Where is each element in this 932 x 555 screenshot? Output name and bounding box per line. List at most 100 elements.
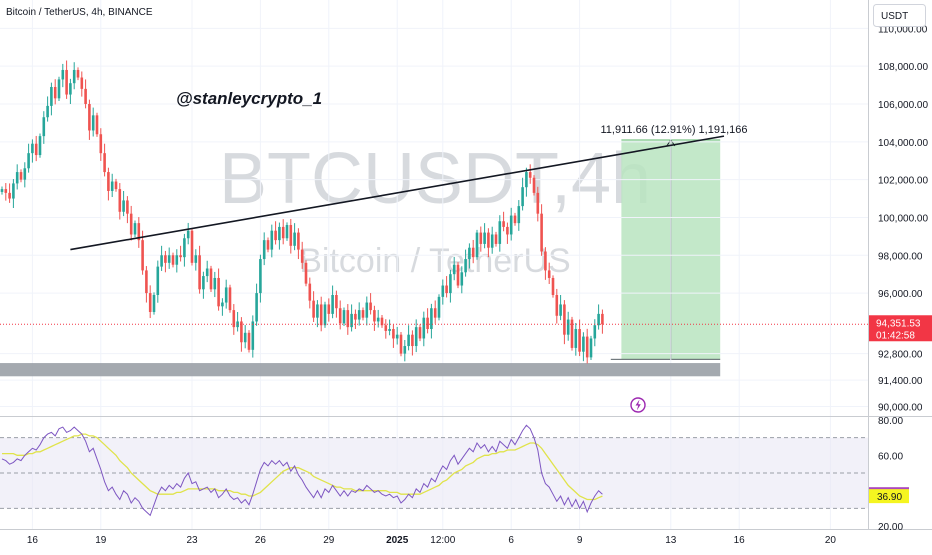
candle-body xyxy=(80,77,84,89)
candle-body xyxy=(34,143,38,156)
candle-body xyxy=(513,215,517,224)
candle-body xyxy=(278,226,281,241)
price-tick-label: 108,000.00 xyxy=(878,62,928,73)
candle-body xyxy=(528,172,532,178)
candle-body xyxy=(445,285,448,294)
candle-body xyxy=(232,310,236,328)
candle-body xyxy=(407,334,410,347)
candle-body xyxy=(224,287,228,303)
time-axis[interactable]: 16 19 23 26 29 2025 12:00 6 9 13 16 20 xyxy=(27,535,837,546)
target-zone-layer xyxy=(610,139,721,360)
candle-body xyxy=(316,304,319,318)
last-price-value: 94,351.53 xyxy=(876,318,921,329)
candle-body xyxy=(570,319,574,348)
candle-body xyxy=(194,255,198,263)
candle-body xyxy=(141,240,144,271)
candle-body xyxy=(118,189,122,212)
candle-body xyxy=(494,234,498,244)
watermark-subtitle: Bitcoin / TetherUS xyxy=(299,242,571,280)
time-tick-label: 13 xyxy=(665,535,677,546)
candle-body xyxy=(540,213,543,252)
time-tick-label: 19 xyxy=(95,535,107,546)
price-axis[interactable]: 110,000.00 108,000.00 106,000.00 104,000.00… xyxy=(869,24,932,414)
time-tick-label: 6 xyxy=(508,535,514,546)
candle-body xyxy=(129,213,133,235)
time-tick-label: 23 xyxy=(186,535,198,546)
candle-body xyxy=(72,69,76,84)
candle-body xyxy=(240,321,243,343)
time-tick-label: 29 xyxy=(323,535,335,546)
candle-body xyxy=(441,285,445,297)
projection-label: 11,911.66 (12.91%) 1,191,166 xyxy=(601,124,748,136)
price-tick-label: 102,000.00 xyxy=(878,176,928,187)
candle-body xyxy=(403,346,407,354)
candle-body xyxy=(209,268,213,290)
candle-body xyxy=(346,310,350,328)
candle-body xyxy=(487,232,490,248)
candle-body xyxy=(160,255,163,267)
candle-body xyxy=(186,230,190,239)
candle-body xyxy=(430,308,433,330)
candle-body xyxy=(274,230,277,241)
candle-body xyxy=(308,283,312,301)
watermark-title: BTCUSDT,4h xyxy=(219,139,651,219)
candle-body xyxy=(369,302,372,311)
candle-body xyxy=(91,115,95,131)
candle-body xyxy=(0,189,4,192)
candle-body xyxy=(69,83,72,95)
candle-body xyxy=(281,226,285,239)
author-tag: @stanleycrypto_1 xyxy=(176,89,322,108)
candle-body xyxy=(190,230,194,263)
support-zone[interactable] xyxy=(0,363,721,377)
candle-body xyxy=(156,266,160,295)
price-tick-label: 106,000.00 xyxy=(878,100,928,111)
candle-body xyxy=(411,334,414,347)
candle-body xyxy=(53,86,57,99)
candle-body xyxy=(327,304,331,314)
candle-body xyxy=(388,329,391,331)
candle-body xyxy=(95,115,99,135)
candle-body xyxy=(76,69,80,78)
candle-countdown: 01:42:58 xyxy=(876,330,915,341)
candle-body xyxy=(498,221,502,244)
resistance-trendline[interactable] xyxy=(70,135,725,251)
rsi-ma-line xyxy=(2,433,603,501)
candle-body xyxy=(547,270,551,278)
candle-body xyxy=(198,255,201,290)
candle-body xyxy=(289,225,293,246)
candle-body xyxy=(65,69,68,95)
candle-body xyxy=(460,272,464,286)
candle-body xyxy=(99,134,103,154)
candle-body xyxy=(544,251,547,271)
candle-body xyxy=(84,88,87,104)
candle-body xyxy=(331,294,334,314)
currency-button[interactable]: USDT xyxy=(873,4,926,27)
candle-body xyxy=(483,232,486,244)
candle-body xyxy=(582,336,585,352)
price-tick-label: 104,000.00 xyxy=(878,138,928,149)
candle-body xyxy=(350,313,353,328)
price-tick-label: 90,000.00 xyxy=(878,403,923,414)
candle-body xyxy=(323,304,327,326)
candle-body xyxy=(449,274,452,294)
candle-body xyxy=(479,232,483,244)
candle-body xyxy=(578,329,581,352)
candle-body xyxy=(8,192,11,199)
candle-body xyxy=(395,334,399,339)
candle-body xyxy=(251,321,255,350)
candle-body xyxy=(217,277,220,307)
candle-body xyxy=(285,225,289,239)
candle-body xyxy=(243,332,247,343)
time-tick-label: 26 xyxy=(255,535,267,546)
time-tick-label: 16 xyxy=(734,535,746,546)
candle-body xyxy=(46,105,49,118)
candle-body xyxy=(270,230,274,250)
lightning-icon[interactable] xyxy=(630,397,646,413)
candle-body xyxy=(373,310,376,322)
candle-body xyxy=(361,310,365,318)
candle-body xyxy=(342,310,346,324)
price-tick-label: 110,000.00 xyxy=(878,24,928,35)
